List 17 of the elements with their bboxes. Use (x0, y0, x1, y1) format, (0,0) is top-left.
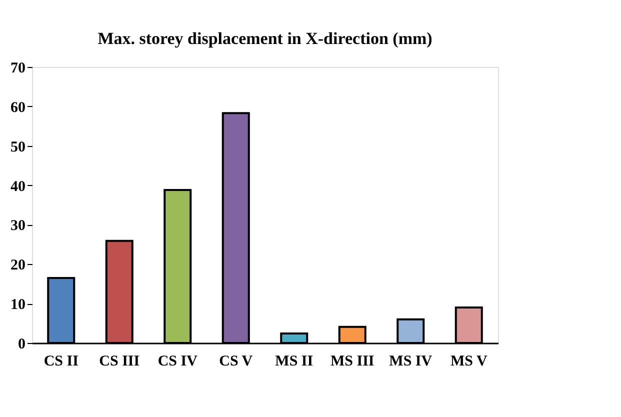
chart-title: Max. storey displacement in X-direction (mm) (98, 29, 432, 48)
x-tick-label: CS V (219, 354, 253, 370)
y-tick-label: 50 (10, 139, 26, 156)
x-tick-label: MS III (330, 354, 374, 370)
x-tick-label: MS IV (389, 354, 432, 370)
y-tick-label: 60 (10, 100, 26, 116)
y-tick-label: 20 (10, 258, 26, 274)
x-tick-label: MS V (450, 354, 488, 370)
x-tick-label: CS III (99, 354, 140, 370)
y-tick-label: 70 (10, 60, 26, 76)
x-tick-label: MS II (275, 354, 314, 370)
y-tick-label: 0 (18, 336, 26, 352)
y-tick-label: 10 (10, 297, 26, 314)
x-tick-label: CS II (44, 354, 79, 370)
x-tick-label: CS IV (158, 354, 198, 370)
y-tick-label: 30 (10, 218, 26, 234)
y-tick-label: 40 (10, 178, 26, 195)
